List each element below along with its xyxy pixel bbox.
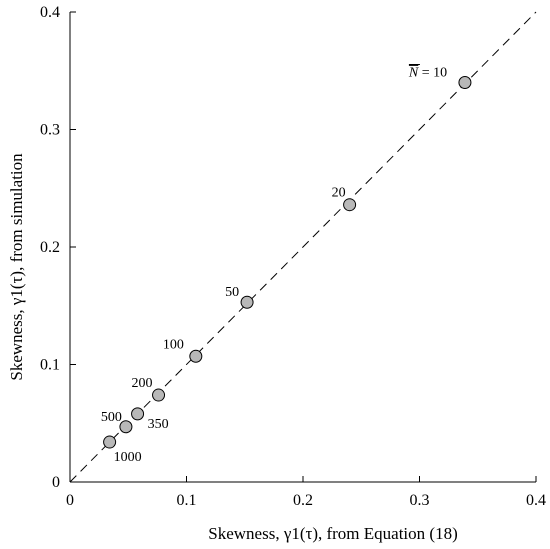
y-tick-label: 0.1 — [40, 357, 60, 374]
points-group — [103, 76, 472, 449]
point-label: N = 10 — [408, 66, 447, 81]
point-label: 200 — [132, 376, 153, 391]
data-point — [240, 295, 254, 309]
x-tick-label: 0.4 — [526, 492, 546, 509]
x-tick-label: 0 — [66, 492, 74, 509]
identity-dashed-line — [69, 11, 537, 483]
data-point — [152, 388, 166, 402]
point-label: 350 — [148, 417, 169, 432]
point-label: 500 — [101, 410, 122, 425]
data-point — [189, 349, 203, 363]
data-point — [119, 420, 133, 434]
x-tick-label: 0.1 — [177, 492, 197, 509]
point-label: 20 — [332, 186, 346, 201]
x-tick-label: 0.2 — [293, 492, 313, 509]
y-tick-label: 0.4 — [40, 4, 60, 21]
reference-line-group — [69, 11, 537, 483]
y-axis-title: Skewness, γ1(τ), from simulation — [7, 153, 26, 381]
data-point — [458, 76, 472, 89]
axes: 0 0.1 0.2 0.3 0.4 0 0.1 0.2 0.3 0.4 — [40, 4, 546, 509]
data-point — [131, 407, 145, 421]
data-point — [103, 435, 117, 449]
x-axis-title: Skewness, γ1(τ), from Equation (18) — [208, 524, 457, 543]
y-tick-label: 0.2 — [40, 239, 60, 256]
point-label: 1000 — [114, 450, 142, 465]
point-label: 50 — [225, 285, 239, 300]
point-label: 100 — [163, 337, 184, 352]
y-tick-label: 0 — [52, 474, 60, 491]
point-labels-group: N = 10 20 50 100 200 350 500 1000 — [101, 64, 447, 465]
x-tick-label: 0.3 — [410, 492, 430, 509]
data-point — [343, 198, 357, 212]
y-tick-label: 0.3 — [40, 122, 60, 139]
